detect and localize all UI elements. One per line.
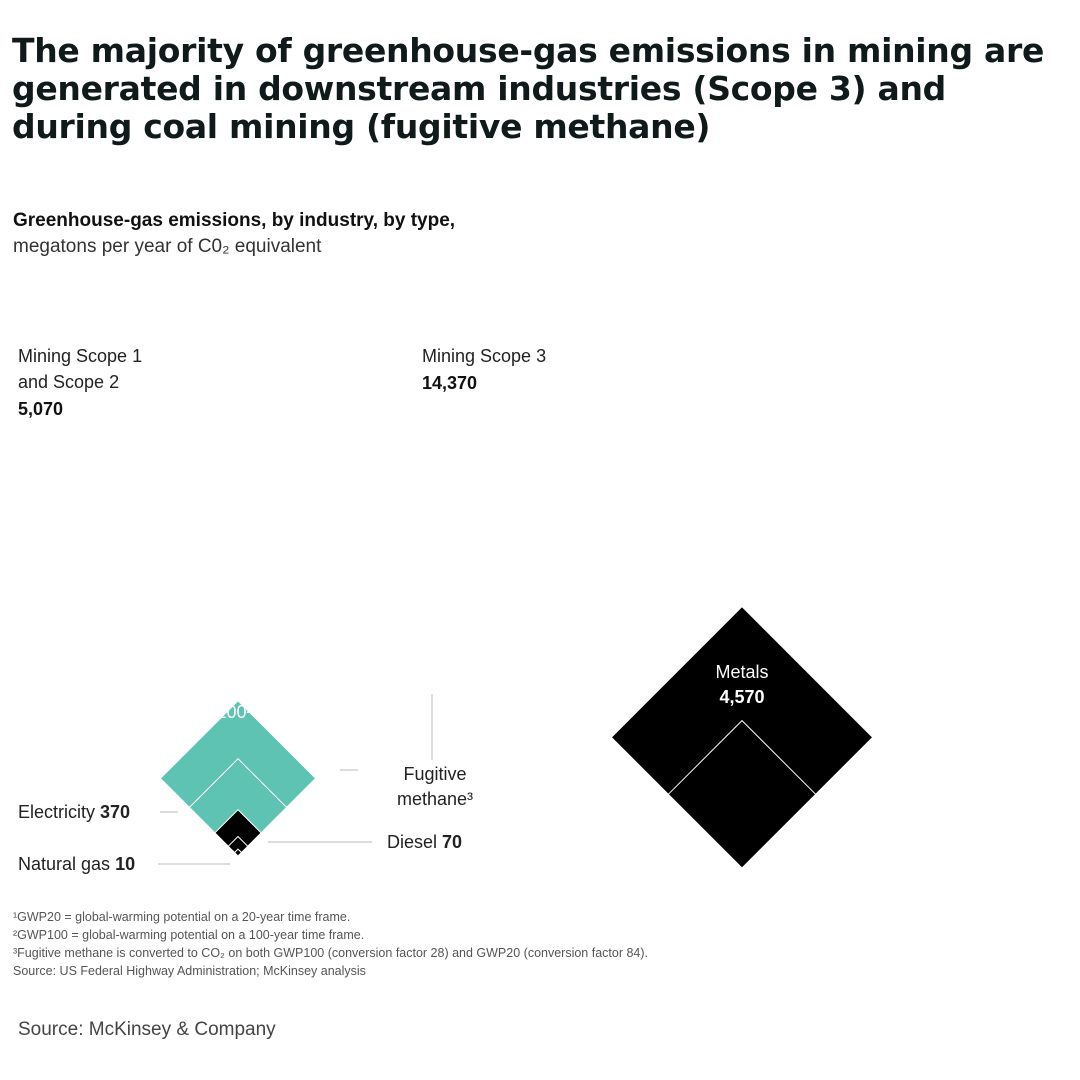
group-total-scope12: 5,070 xyxy=(18,399,63,419)
label-natural-gas: Natural gas 10 xyxy=(18,854,135,874)
source-credit: Source: McKinsey & Company xyxy=(18,1019,276,1040)
label-fugitive-methane-line2: methane³ xyxy=(397,789,473,809)
footnotes: ¹GWP20 = global-warming potential on a 2… xyxy=(13,908,648,980)
label-metals: Metals xyxy=(715,662,768,682)
diamond-electricity xyxy=(214,809,262,857)
group-label-scope3: Mining Scope 3 xyxy=(422,346,546,366)
label-electricity: Electricity 370 xyxy=(18,802,130,822)
label-power: Power xyxy=(716,380,767,400)
label-fugitive-methane-line1: Fugitive xyxy=(403,764,466,784)
group-label-scope12-line1: Mining Scope 1 xyxy=(18,346,142,366)
group-label-scope12-line2: and Scope 2 xyxy=(18,372,119,392)
label-additional-methane-line1: Additional mining xyxy=(169,538,306,558)
diamond-metals xyxy=(667,719,817,869)
diamond-diesel xyxy=(227,835,249,857)
label-additional-methane-line2: methane GWP20¹ 3,080 xyxy=(141,567,335,587)
chart-subtitle: Greenhouse-gas emissions, by industry, b… xyxy=(13,210,456,231)
label-mining-methane-line1: Mining methane xyxy=(174,677,302,697)
headline: The majority of greenhouse-gas emissions… xyxy=(12,31,1045,146)
footnote-source: Source: US Federal Highway Administratio… xyxy=(13,964,366,978)
label-mining-methane-line2: GWP100² 1,540 xyxy=(173,702,302,722)
chart-unit: megatons per year of C0₂ equivalent xyxy=(13,236,322,257)
value-metals: 4,570 xyxy=(719,687,764,707)
value-power: 9,800 xyxy=(719,405,764,425)
footnote-3: ³Fugitive methane is converted to CO₂ on… xyxy=(13,946,649,960)
diamond-natural-gas xyxy=(233,848,243,857)
footnote-1: ¹GWP20 = global-warming potential on a 2… xyxy=(13,910,351,924)
diamond-mining-methane xyxy=(188,758,288,857)
label-diesel: Diesel 70 xyxy=(387,832,462,852)
group-total-scope3: 14,370 xyxy=(422,373,477,393)
footnote-2: ²GWP100 = global-warming potential on a … xyxy=(13,928,365,942)
